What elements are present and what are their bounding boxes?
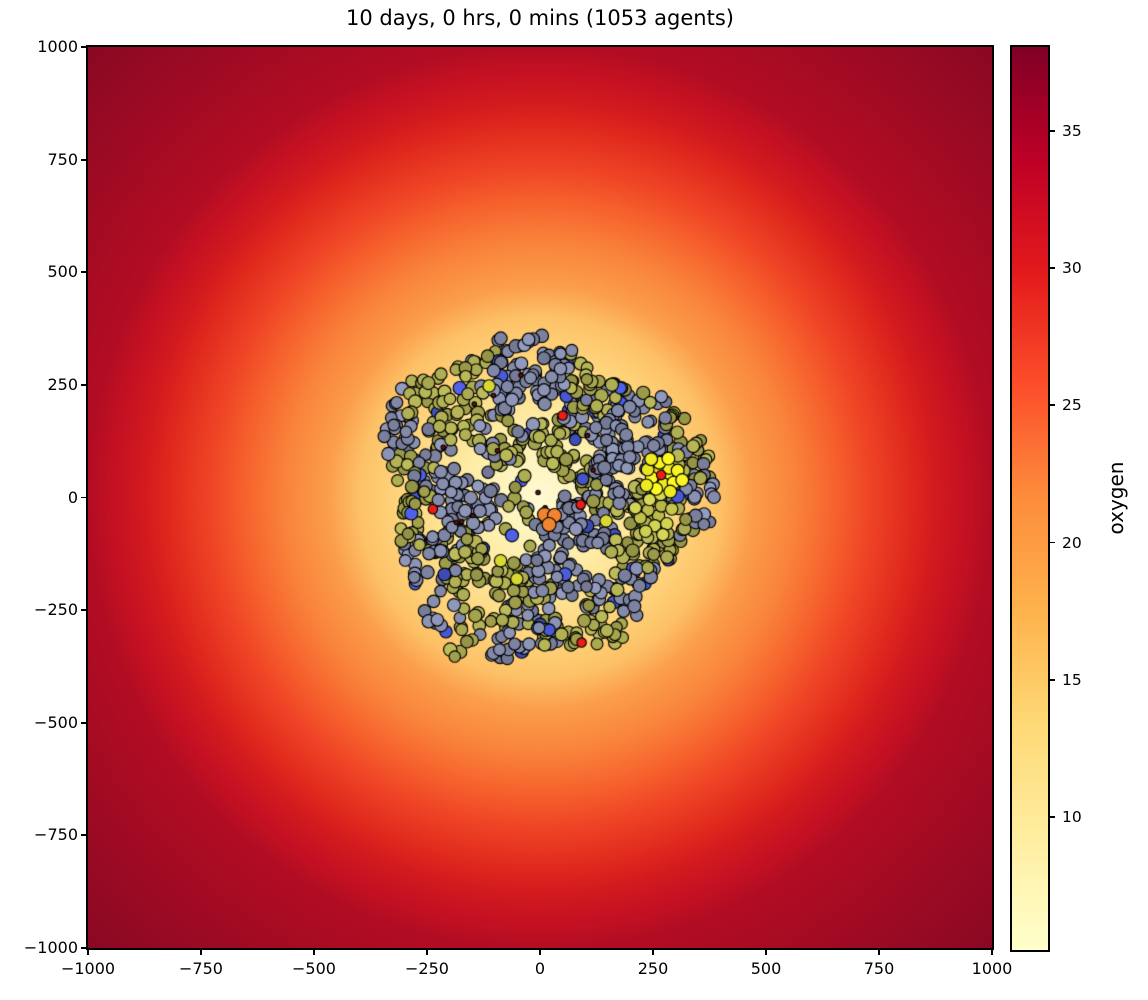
x-tick-label: −750 [179, 959, 223, 978]
x-tick-mark [313, 950, 315, 955]
plot-title: 10 days, 0 hrs, 0 mins (1053 agents) [346, 6, 734, 30]
x-tick-mark [991, 950, 993, 955]
y-tick-mark [81, 721, 86, 724]
colorbar-label: oxygen [1104, 461, 1128, 535]
colorbar-tick-label: 30 [1062, 259, 1082, 278]
x-tick-mark [878, 950, 880, 955]
y-tick-mark [81, 496, 86, 499]
y-tick-mark [81, 609, 86, 612]
x-tick-mark [426, 950, 428, 955]
y-tick-mark [81, 834, 86, 837]
plot-area [86, 45, 994, 950]
x-tick-mark [200, 950, 202, 955]
y-tick-mark [81, 158, 86, 161]
y-tick-mark [81, 46, 86, 48]
colorbar-tick-mark [1050, 816, 1055, 818]
x-tick-label: 500 [750, 959, 782, 978]
colorbar-tick-label: 20 [1062, 533, 1082, 552]
y-tick-label: −1000 [23, 938, 78, 957]
x-tick-label: 0 [534, 959, 546, 978]
y-tick-mark [81, 947, 86, 949]
colorbar-tick-mark [1050, 541, 1055, 544]
colorbar-tick-mark [1050, 678, 1055, 681]
y-tick-label: 250 [47, 374, 78, 394]
x-tick-mark [765, 950, 767, 955]
y-tick-label: −500 [34, 712, 78, 732]
x-tick-mark [87, 950, 89, 955]
x-tick-label: −1000 [60, 959, 116, 978]
colorbar-tick-mark [1050, 404, 1055, 407]
colorbar-tick-label: 10 [1062, 807, 1082, 826]
agents-canvas [88, 47, 992, 948]
y-tick-label: 500 [47, 262, 78, 282]
y-tick-label: 0 [67, 487, 78, 507]
x-tick-label: −250 [405, 959, 449, 978]
x-tick-label: 250 [637, 959, 669, 978]
y-tick-label: 1000 [37, 37, 78, 56]
x-tick-label: 750 [863, 959, 895, 978]
x-tick-label: −500 [292, 959, 336, 978]
colorbar-tick-label: 35 [1062, 121, 1082, 140]
y-tick-mark [81, 383, 86, 386]
colorbar-tick-label: 15 [1062, 670, 1082, 689]
y-tick-label: 750 [47, 149, 78, 169]
colorbar-tick-mark [1050, 130, 1055, 132]
x-tick-mark [652, 950, 654, 955]
x-tick-mark [539, 950, 541, 955]
y-tick-label: −750 [34, 825, 78, 845]
y-tick-mark [81, 271, 86, 274]
y-tick-label: −250 [34, 600, 78, 620]
x-tick-label: 1000 [971, 959, 1013, 978]
colorbar-gradient [1010, 45, 1050, 952]
colorbar-tick-label: 25 [1062, 396, 1082, 415]
colorbar-tick-mark [1050, 267, 1055, 270]
